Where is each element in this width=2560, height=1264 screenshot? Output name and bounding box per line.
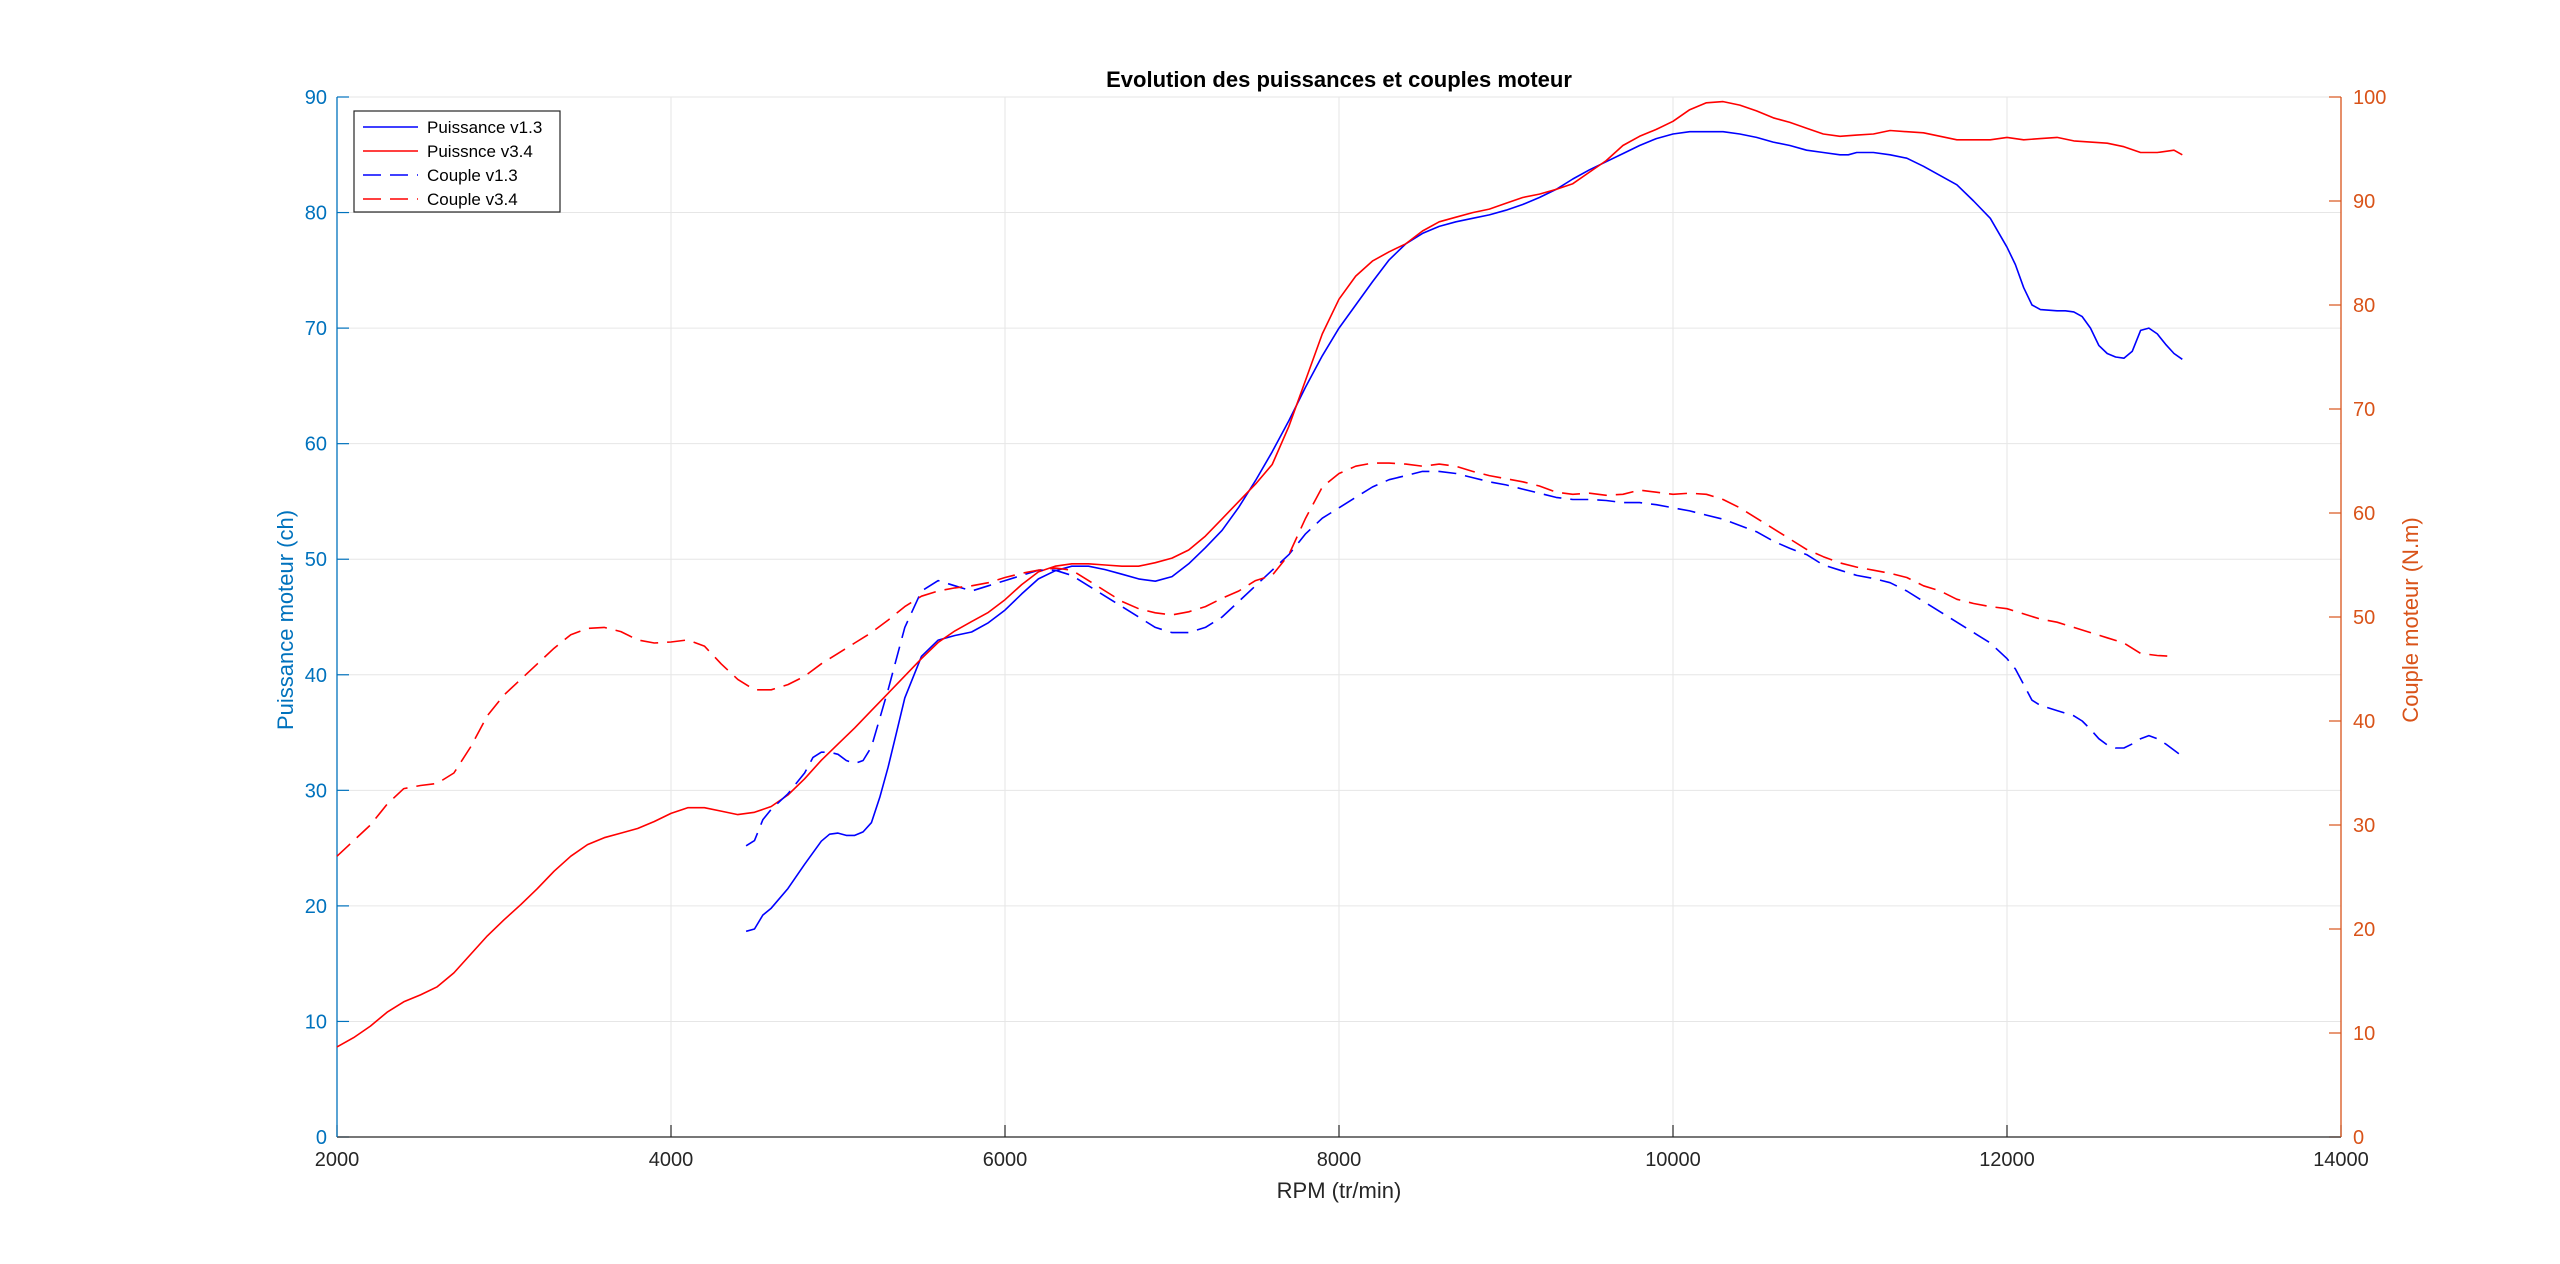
x-tick-label: 12000 [1979,1149,2035,1171]
chart-title: Evolution des puissances et couples mote… [1106,67,1572,92]
legend-label: Puissnce v3.4 [427,142,533,161]
legend-box [353,110,561,213]
y-right-tick-label: 90 [2353,191,2375,213]
y-right-tick-label: 60 [2353,503,2375,525]
y-right-tick-label: 10 [2353,1023,2375,1045]
series-line-4 [336,462,2175,857]
y-right-tick-label: 30 [2353,815,2375,837]
y-left-tick-label: 50 [305,549,327,571]
x-axis-label: RPM (tr/min) [1277,1178,1402,1203]
series-line-3 [745,470,2183,847]
x-tick-label: 4000 [649,1149,694,1171]
y-left-tick-label: 80 [305,203,327,225]
y-right-tick-label: 100 [2353,87,2386,109]
y-right-tick-label: 40 [2353,711,2375,733]
y-axis-right-label: Couple moteur (N.m) [2398,517,2423,722]
y-left-tick-label: 30 [305,780,327,802]
x-tick-label: 10000 [1645,1149,1701,1171]
y-right-tick-label: 80 [2353,295,2375,317]
y-left-tick-label: 0 [316,1127,327,1149]
series-lines [336,100,2183,1048]
series-line-1 [745,130,2183,933]
x-tick-label: 2000 [315,1149,360,1171]
y-left-tick-label: 40 [305,665,327,687]
y-left-tick-label: 90 [305,87,327,109]
axes: 2000 4000 6000 8000 10000 12000 14000010203040… [305,87,2387,1171]
y-left-tick-label: 20 [305,896,327,918]
x-tick-label: 14000 [2313,1149,2369,1171]
y-left-tick-label: 10 [305,1011,327,1033]
y-right-tick-label: 50 [2353,607,2375,629]
y-right-tick-label: 70 [2353,399,2375,421]
x-tick-label: 8000 [1317,1149,1362,1171]
legend-label: Couple v1.3 [427,166,518,185]
legend-label: Puissance v1.3 [427,118,542,137]
y-right-tick-label: 0 [2353,1127,2364,1149]
grid [336,96,2342,1138]
x-tick-label: 6000 [983,1149,1028,1171]
legend-label: Couple v3.4 [427,190,518,209]
y-left-tick-label: 70 [305,318,327,340]
y-left-tick-label: 60 [305,434,327,456]
series-line-2 [336,100,2183,1048]
legend: Puissance v1.3 Puissnce v3.4 Couple v1.3 Co… [353,110,561,213]
y-axis-left-label: Puissance moteur (ch) [273,510,298,730]
y-right-tick-label: 20 [2353,919,2375,941]
